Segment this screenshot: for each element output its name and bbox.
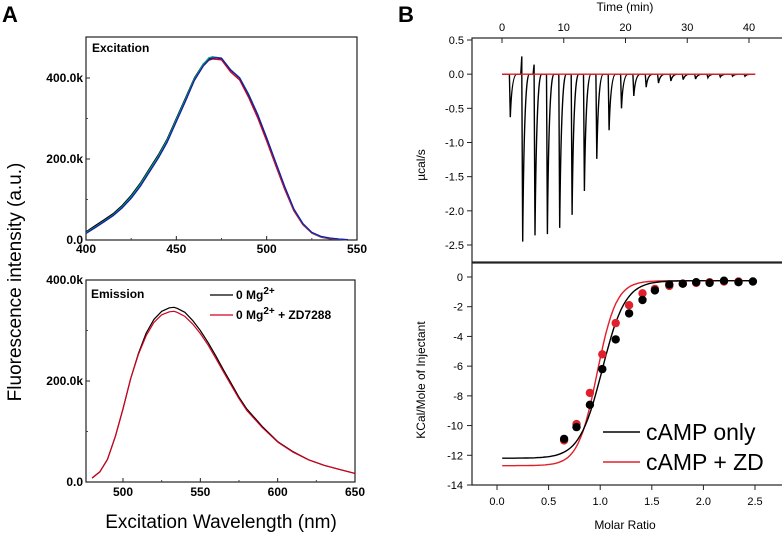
y-tick-label: -6 [453, 361, 463, 373]
y-tick-label: -2 [453, 302, 463, 314]
y-tick-label: 0.0 [66, 475, 83, 489]
legend-label: cAMP + ZD [646, 449, 764, 475]
data-point [598, 364, 607, 374]
y-tick-label: -1.0 [445, 138, 464, 150]
x-tick-label: 0.0 [489, 496, 504, 508]
series-line [91, 310, 356, 479]
x-axis-label-panel-a: Excitation Wavelength (nm) [105, 512, 337, 533]
x-tick-label: 550 [347, 242, 367, 256]
emission-chart: 500 550 600 650 0.0 200.0k 400.0k Emission 0 Mg2… [46, 273, 365, 499]
excitation-chart: 400 450 500 550 0.0 200.0k 400.0k Excitation [46, 36, 367, 256]
x-tick-label: 40 [743, 22, 755, 34]
y-tick-label: -10 [447, 421, 463, 433]
data-point [611, 335, 620, 344]
y-tick-label: 400.0k [46, 71, 83, 85]
y-tick-label: -8 [453, 391, 463, 403]
x-tick-label: 450 [166, 242, 186, 256]
data-point [665, 280, 674, 289]
series-line [85, 56, 349, 241]
data-point [638, 295, 647, 305]
x-tick-label: 0.5 [541, 496, 556, 508]
data-point [624, 309, 634, 318]
raw-thermogram [502, 56, 756, 242]
x-tick-label: 30 [681, 22, 693, 34]
data-point [678, 279, 687, 288]
y-tick-label: 0.5 [449, 35, 464, 47]
x-axis-label: Time (min) [597, 0, 654, 14]
plot-frame [471, 262, 782, 486]
x-axis-label: Molar Ratio [594, 518, 656, 532]
legend-label: 0 Mg2+ [236, 286, 275, 302]
x-tick-label: 500 [113, 485, 133, 499]
series-line [91, 306, 356, 479]
data-point [585, 388, 595, 398]
x-tick-label: 2.0 [696, 496, 711, 508]
y-tick-label: 0.0 [66, 233, 83, 247]
x-tick-label: 500 [257, 242, 277, 256]
data-point [734, 278, 743, 287]
y-tick-label: -12 [447, 450, 463, 462]
panel-label-b: B [398, 2, 414, 27]
series-line [85, 57, 349, 241]
data-point [559, 434, 569, 444]
y-tick-label: 200.0k [46, 374, 83, 388]
itc-integrated-chart: 0.0 0.5 1.0 1.5 2.0 2.5 Molar Ratio 0 -2 -4 -6 -8 -1… [414, 262, 782, 532]
data-point [638, 289, 647, 298]
y-tick-label: 0.0 [449, 69, 464, 81]
legend-label: 0 Mg2+ + ZD7288 [236, 306, 331, 322]
data-point [585, 400, 595, 409]
chart-title: Emission [91, 287, 144, 301]
series-line [85, 56, 349, 241]
y-tick-label: -2.0 [445, 206, 464, 218]
x-tick-label: 400 [76, 242, 96, 256]
x-tick-label: 600 [268, 485, 288, 499]
legend-label: cAMP only [646, 419, 756, 445]
x-tick-label: 1.5 [644, 496, 659, 508]
chart-title: Excitation [92, 41, 149, 55]
y-tick-label: -4 [453, 331, 463, 343]
data-point [748, 277, 758, 286]
x-tick-label: 10 [558, 22, 570, 34]
plot-frame [471, 37, 782, 263]
data-point [692, 278, 701, 287]
x-tick-label: 650 [345, 485, 365, 499]
y-tick-label: -0.5 [445, 103, 464, 115]
plot-frame [85, 36, 358, 241]
data-point [705, 278, 714, 288]
y-tick-label: 400.0k [46, 273, 83, 287]
y-tick-label: 200.0k [46, 152, 83, 166]
y-tick-label: -2.5 [445, 240, 464, 252]
x-tick-label: 1.0 [593, 496, 608, 508]
panel-label-a: A [2, 2, 18, 27]
data-point [598, 350, 607, 359]
y-tick-label: 0 [457, 272, 463, 284]
x-tick-label: 0 [499, 22, 505, 34]
series-line [85, 58, 349, 241]
data-point [611, 318, 620, 328]
y-tick-label: -1.5 [445, 172, 464, 184]
y-axis-label: KCal/Mole of Injectant [414, 321, 428, 439]
x-tick-label: 20 [619, 22, 631, 34]
y-axis-label: µcal/s [414, 149, 428, 181]
x-tick-label: 550 [190, 485, 210, 499]
data-point [650, 286, 660, 295]
itc-raw-chart: 0 10 20 30 40 Time (min) 0.5 0.0 -0.5 -1.0 -1.5 -2.… [414, 0, 782, 263]
data-point [624, 301, 634, 310]
y-axis-label-panel-a: Fluorescence intensity (a.u.) [5, 163, 26, 402]
y-tick-label: -14 [447, 480, 463, 492]
data-point [719, 276, 729, 285]
data-point [572, 422, 581, 432]
x-tick-label: 2.5 [747, 496, 762, 508]
